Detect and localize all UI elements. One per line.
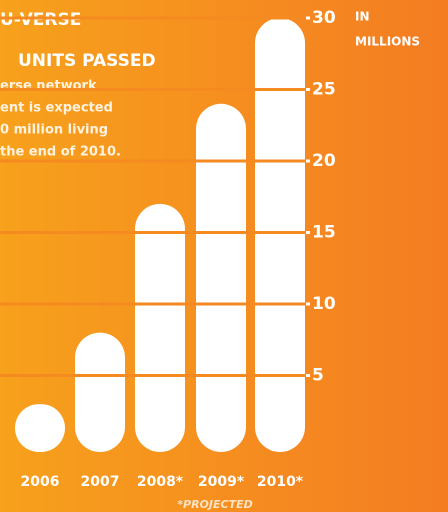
x-tick-label: 2008* [137,474,184,490]
bars [15,18,305,453]
bar [255,18,305,452]
y-tick-label: 20 [312,151,336,171]
bar [15,404,65,452]
note: *PROJECTED [177,498,252,511]
x-tick-label: 2007 [81,474,120,490]
subtitle-line: the end of 2010. [0,145,121,160]
bar [196,103,246,453]
axis-label-line: MILLIONS [355,35,420,49]
title-line: UNITS PASSED [18,51,156,71]
title-line: U-VERSE [0,10,81,30]
y-tick-label: 30 [312,8,336,28]
y-tick-label: 5 [312,366,324,386]
x-tick-label: 2006 [21,474,60,490]
x-tick-label: 2010* [257,474,304,490]
bar [75,332,125,452]
grid [0,16,310,377]
x-tick-label: 2009* [198,474,245,490]
bar [135,203,185,452]
subtitle-line: ent is expected [0,101,113,116]
y-tick-label: 25 [312,80,336,100]
y-tick-label: 15 [312,223,336,243]
subtitle-line: 0 million living [0,123,108,138]
subtitle-line: erse network [0,79,97,94]
axis-label-line: IN [355,10,370,24]
y-tick-label: 10 [312,294,336,314]
